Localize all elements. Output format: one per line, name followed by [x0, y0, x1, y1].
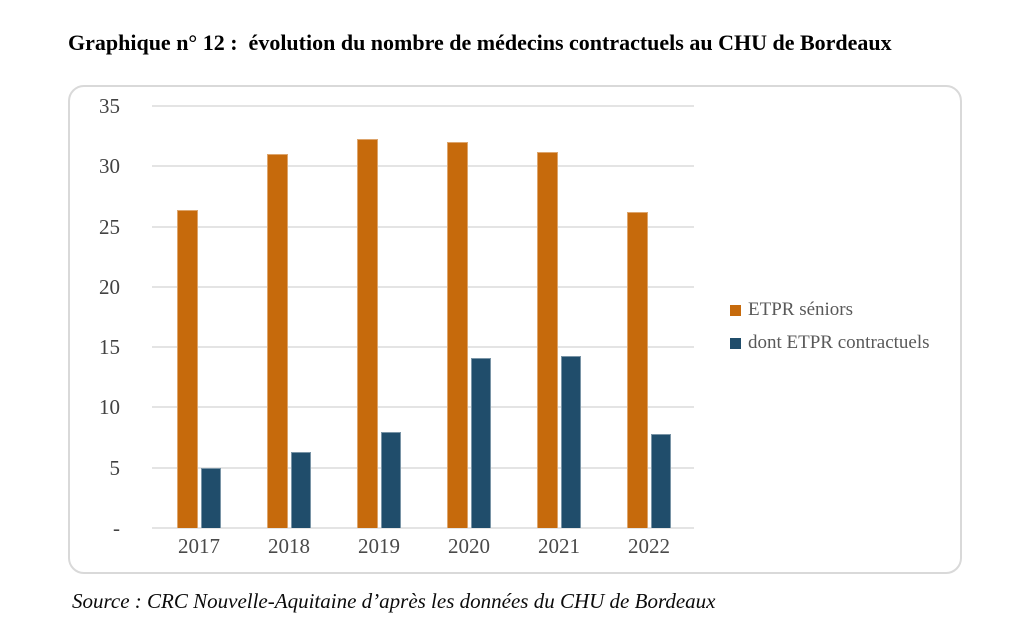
- gridline: [152, 527, 694, 529]
- bar-group-2019: [334, 138, 424, 528]
- legend-swatch-icon: [730, 337, 741, 349]
- chart-title: Graphique n° 12 : évolution du nombre de…: [68, 30, 892, 55]
- y-axis-tick-label: 25: [99, 214, 120, 239]
- y-axis-tick-label: 5: [109, 455, 121, 480]
- source-caption: Source : CRC Nouvelle-Aquitaine d’après …: [72, 589, 716, 613]
- y-axis-tick-label: 20: [99, 274, 120, 299]
- y-axis-tick-label: 15: [99, 335, 120, 360]
- x-axis-label-2019: 2019: [358, 534, 400, 558]
- legend-swatch-icon: [730, 304, 741, 316]
- x-axis-label-2021: 2021: [538, 534, 580, 558]
- gridline: [152, 406, 694, 409]
- gridline: [152, 225, 694, 228]
- gridline: [152, 165, 694, 168]
- bar-contractuels-2017: [201, 467, 221, 528]
- legend-label: dont ETPR contractuels: [748, 332, 930, 353]
- x-axis-label-2017: 2017: [178, 534, 220, 558]
- plot-area: [152, 105, 694, 529]
- y-axis-tick-label: 30: [99, 154, 120, 179]
- bar-contractuels-2018: [291, 452, 311, 528]
- gridline: [152, 466, 694, 469]
- legend-item: dont ETPR contractuels: [730, 332, 930, 354]
- x-axis-label-2018: 2018: [268, 534, 310, 558]
- gridline: [152, 105, 694, 107]
- y-axis-tick-label: -: [113, 516, 120, 540]
- bar-seniors-2022: [627, 212, 648, 528]
- gridline: [152, 285, 694, 288]
- y-axis-tick-label: 10: [99, 395, 120, 420]
- bar-group-2017: [154, 209, 244, 528]
- bar-seniors-2018: [267, 154, 288, 528]
- x-axis-label-2022: 2022: [628, 534, 670, 558]
- bar-contractuels-2020: [471, 358, 491, 528]
- bar-contractuels-2021: [561, 355, 581, 528]
- bar-group-2020: [424, 142, 514, 528]
- bar-group-2018: [244, 154, 334, 528]
- bar-contractuels-2019: [381, 431, 401, 528]
- bar-group-2022: [604, 212, 694, 528]
- bar-seniors-2019: [357, 138, 378, 528]
- bar-seniors-2017: [177, 209, 198, 528]
- y-axis-tick-label: 35: [99, 94, 120, 118]
- bar-seniors-2020: [447, 142, 468, 528]
- bar-seniors-2021: [537, 151, 558, 528]
- legend-label: ETPR séniors: [748, 299, 854, 320]
- gridline: [152, 346, 694, 349]
- x-axis-label-2020: 2020: [448, 534, 490, 558]
- bar-contractuels-2022: [651, 433, 671, 528]
- bar-group-2021: [514, 151, 604, 528]
- legend: ETPR séniors dont ETPR contractuels: [730, 299, 930, 354]
- chart-card: ETPR séniors dont ETPR contractuels - 5 10 1…: [68, 85, 962, 574]
- legend-item: ETPR séniors: [730, 299, 930, 321]
